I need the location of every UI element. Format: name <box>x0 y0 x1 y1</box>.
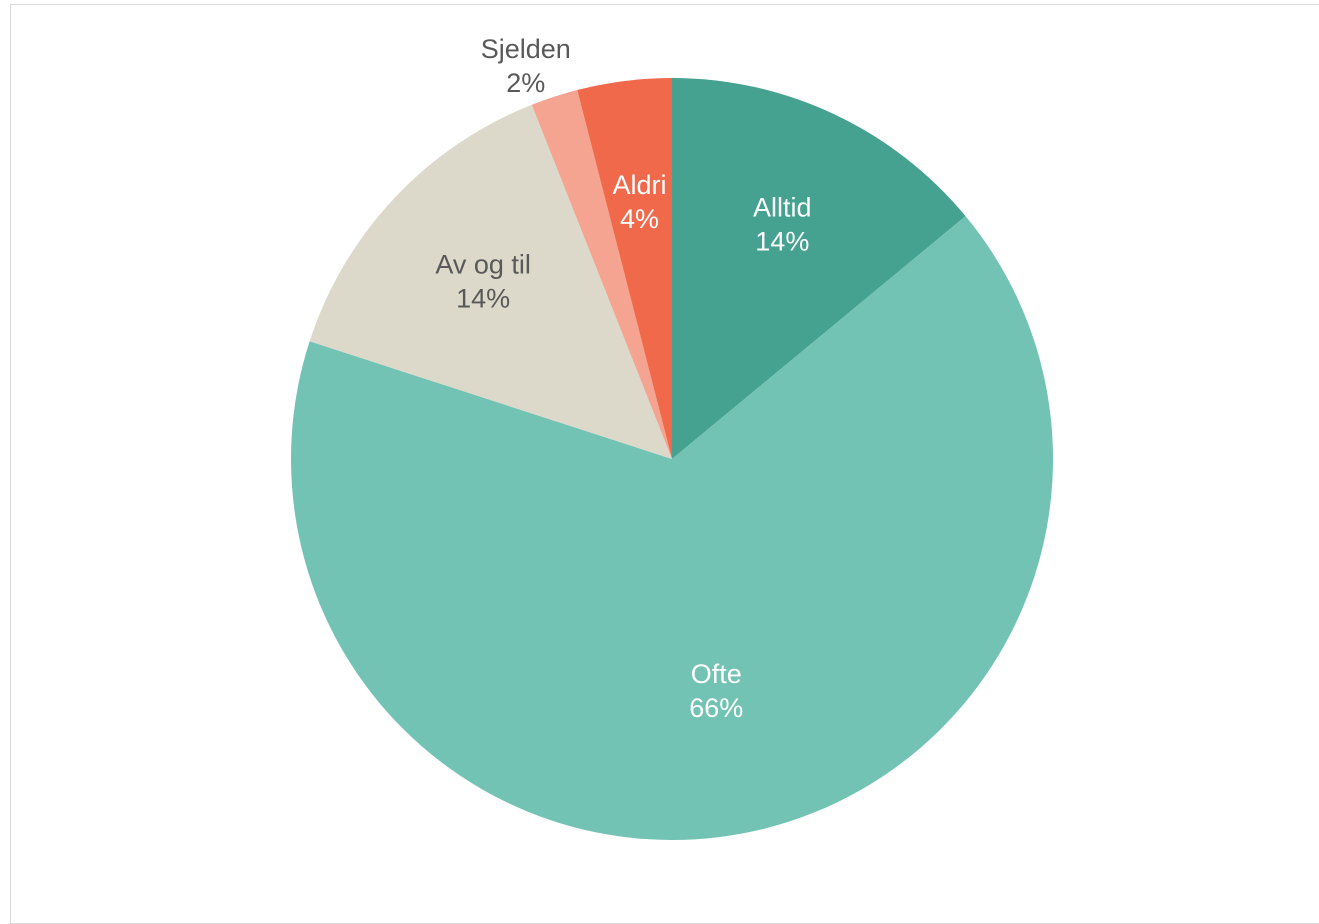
slice-category-label: Ofte <box>691 659 742 689</box>
pie-labels: Alltid 14% Ofte 66% Av og til 14% Sjelden 2% Ald… <box>435 34 811 723</box>
slice-value-label: 14% <box>456 284 510 314</box>
pie-slices <box>290 78 1053 840</box>
slice-label-aldri: Aldri 4% <box>613 170 667 234</box>
pie-slice-ofte <box>290 216 1053 840</box>
slice-value-label: 66% <box>689 693 743 723</box>
pie-slice-aldri <box>577 78 672 459</box>
pie-slice-av-og-til <box>309 104 672 459</box>
pie-slice-alltid <box>672 78 966 459</box>
slice-label-ofte: Ofte 66% <box>689 659 743 723</box>
slice-category-label: Alltid <box>753 193 812 223</box>
slice-category-label: Sjelden <box>481 34 571 64</box>
pie-slice-sjelden <box>531 89 672 459</box>
slice-value-label: 14% <box>755 227 809 257</box>
slice-label-alltid: Alltid 14% <box>753 193 812 257</box>
slice-label-sjelden: Sjelden 2% <box>481 34 571 98</box>
slice-label-av-og-til: Av og til 14% <box>435 250 531 314</box>
slice-value-label: 4% <box>620 204 659 234</box>
slice-value-label: 2% <box>506 68 545 98</box>
slice-category-label: Aldri <box>613 170 667 200</box>
slice-category-label: Av og til <box>435 250 531 280</box>
